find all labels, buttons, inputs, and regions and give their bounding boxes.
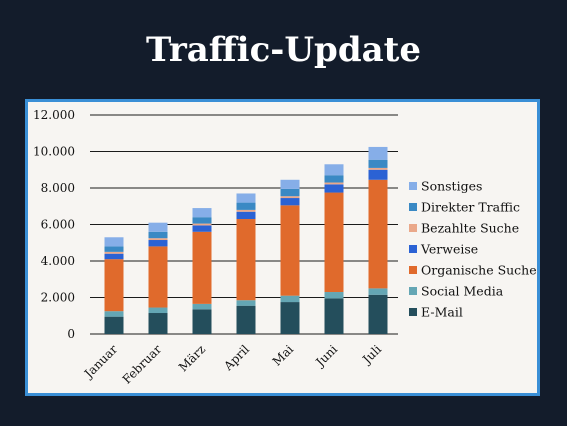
bar-segment [368,167,388,170]
y-tick-label: 12.000 [33,108,75,122]
legend-label: Social Media [421,284,504,299]
bar-segment [104,253,124,260]
bar-segment [192,208,212,218]
bar-segment [148,222,168,232]
y-tick-label: 4.000 [41,254,75,268]
legend-label: Verweise [420,242,478,257]
bar-segment [368,159,388,168]
bar-segment [192,309,212,334]
legend-swatch [409,308,417,316]
x-tick-label: März [176,342,208,374]
bar-segment [368,179,388,289]
bar-segment [148,240,168,247]
chart-panel: 0 2.000 4.000 6.000 8.000 10.000 12.000 Januar… [25,99,540,396]
y-tick-label: 10.000 [33,145,75,159]
bar-segment [324,192,344,293]
x-tick-label: Juli [359,342,385,368]
bar-segment [148,231,168,239]
legend-label: Bezahlte Suche [421,221,519,236]
y-tick-label: 0 [67,327,75,341]
legend: Sonstiges Direkter Traffic Bezahlte Suche V… [409,179,537,320]
bar-segment [236,219,256,301]
bar-segment [280,295,300,303]
legend-swatch [409,182,417,190]
legend-swatch [409,203,417,211]
bar-segment [104,246,124,252]
bar-segment [192,223,212,226]
bar-segment [368,169,388,180]
x-tick-label: Juni [312,342,340,370]
y-tick-label: 6.000 [41,218,75,232]
legend-label: Sonstiges [421,179,482,194]
page-title: Traffic-Update [146,30,421,70]
y-tick-label: 2.000 [41,291,75,305]
bar-segment [104,311,124,317]
legend-label: Organische Suche [421,263,537,278]
y-axis-ticks: 0 2.000 4.000 6.000 8.000 10.000 12.000 [33,108,75,341]
bar-segment [104,259,124,312]
bar-segment [148,307,168,314]
x-tick-label: Mai [270,342,296,368]
bar-segment [368,294,388,334]
legend-swatch [409,245,417,253]
bar-segment [236,300,256,306]
bar-segment [236,202,256,210]
bar-segment [236,211,256,220]
bar-segment [236,209,256,212]
bar-segment [104,316,124,334]
legend-label: Direkter Traffic [421,200,520,215]
bars [104,146,388,334]
bar-segment [192,217,212,224]
bar-segment [280,198,300,206]
bar-segment [148,313,168,334]
bar-segment [192,303,212,310]
bar-segment [236,193,256,203]
bar-segment [368,288,388,295]
bar-segment [368,146,388,160]
stacked-bar-chart: 0 2.000 4.000 6.000 8.000 10.000 12.000 Januar… [33,108,537,387]
bar-segment [280,302,300,334]
y-tick-label: 8.000 [41,181,75,195]
x-axis-ticks: Januar Februar März April Mai Juni Juli [80,342,384,387]
bar-segment [280,179,300,189]
bar-segment [280,205,300,296]
legend-label: E-Mail [421,305,463,320]
x-tick-label: Januar [80,342,120,382]
x-tick-label: April [220,342,252,374]
bar-segment [324,182,344,185]
bar-segment [104,237,124,247]
bar-segment [236,305,256,334]
legend-swatch [409,287,417,295]
bar-segment [280,188,300,197]
x-tick-label: Februar [120,342,165,387]
bar-segment [192,231,212,304]
bar-segment [148,246,168,308]
bar-segment [104,251,124,254]
legend-swatch [409,224,417,232]
bar-segment [280,196,300,199]
bar-segment [148,238,168,241]
bar-segment [324,175,344,183]
legend-swatch [409,266,417,274]
bar-segment [324,184,344,193]
bar-segment [324,164,344,176]
bar-segment [192,225,212,232]
bar-segment [324,298,344,334]
bar-segment [324,292,344,299]
